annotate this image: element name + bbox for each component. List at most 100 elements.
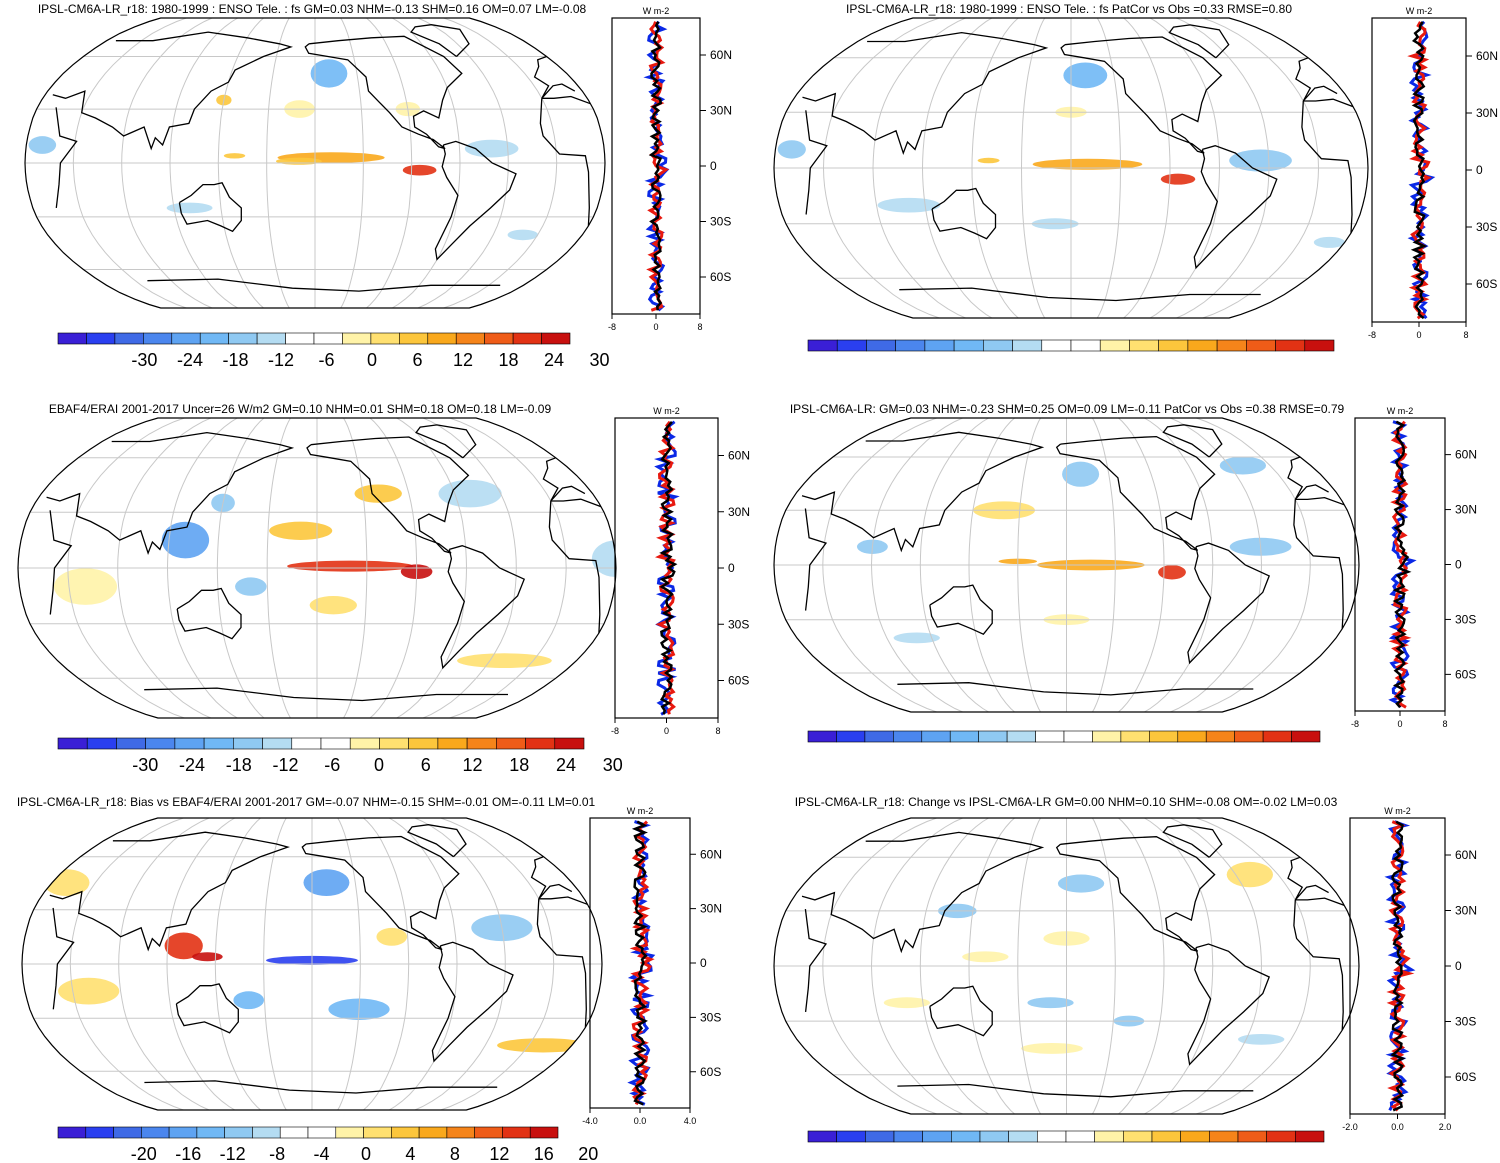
colorbar-swatch <box>1158 339 1189 352</box>
panel-title: IPSL-CM6A-LR_r18: 1980-1999 : ENSO Tele.… <box>38 2 587 16</box>
coastline <box>440 545 526 670</box>
colorbar-swatch <box>233 737 263 750</box>
colorbar-label: 12 <box>462 755 482 775</box>
anomaly-patch <box>287 560 414 572</box>
lat-tick-label: 0 <box>700 956 707 970</box>
lat-tick-label: 30S <box>710 215 731 229</box>
graticule-meridian <box>440 818 555 1110</box>
colorbar-swatch <box>1291 730 1321 743</box>
colorbar-swatch <box>529 1126 559 1139</box>
colorbar-swatch <box>1041 339 1072 352</box>
colorbar-swatch <box>174 737 205 750</box>
anomaly-patch <box>1229 149 1292 172</box>
graticule-meridian <box>263 818 287 1110</box>
colorbar-swatch <box>1012 339 1043 352</box>
graticule-meridian <box>1144 418 1214 712</box>
coastline <box>431 941 514 1063</box>
lat-tick-label: 30S <box>1476 220 1497 234</box>
lat-tick-label: 30S <box>728 617 749 631</box>
zonal-unit-label: W m-2 <box>627 806 654 816</box>
graticule-meridian <box>870 418 963 712</box>
graticule-meridian <box>217 18 264 308</box>
map-border <box>773 817 1360 1115</box>
anomaly-patch <box>1226 861 1274 888</box>
coastline <box>1055 435 1216 552</box>
colorbar-swatch <box>1216 339 1247 352</box>
colorbar-label: -30 <box>131 350 157 370</box>
colorbar-swatch <box>466 737 497 750</box>
ensemble-zonal-line <box>1410 21 1428 320</box>
coastline <box>301 835 460 951</box>
graticule-meridian <box>1020 18 1046 318</box>
graticule-meridian <box>166 818 236 1110</box>
anomaly-patch <box>235 577 267 596</box>
graticule-meridian <box>1091 418 1116 712</box>
colorbar-swatch <box>979 1130 1009 1143</box>
colorbar-swatch <box>1205 730 1235 743</box>
coastline <box>1187 542 1271 665</box>
map-panel-5 <box>773 817 1360 1115</box>
anomaly-patch <box>223 153 246 159</box>
coastline <box>899 287 1261 302</box>
anomaly-patch <box>883 997 931 1009</box>
anomaly-patch <box>497 1038 589 1053</box>
zonal-unit-label: W m-2 <box>643 6 670 16</box>
map-panel-1 <box>773 17 1369 319</box>
graticule-meridian <box>391 18 461 308</box>
zonal-x-tick-label: 0.0 <box>1391 1122 1404 1132</box>
zonal-unit-label: W m-2 <box>1387 406 1414 416</box>
graticule-meridian <box>343 418 368 718</box>
graticule-meridian <box>169 18 239 308</box>
graticule-meridian <box>72 18 187 308</box>
colorbar-label: 8 <box>450 1144 460 1163</box>
colorbar-swatch <box>836 730 866 743</box>
coastline <box>804 897 1345 1031</box>
colorbar-label: -18 <box>226 755 252 775</box>
colorbar-swatch <box>1037 1130 1067 1143</box>
colorbar-swatch <box>224 1126 253 1139</box>
zonal-mean-panel-0: 60N 30N 0 30S 60S -8 0 8 W m-2 <box>608 6 732 332</box>
anomaly-patch <box>1032 158 1143 170</box>
zonal-unit-label: W m-2 <box>1384 806 1411 816</box>
colorbar-swatch <box>951 1130 981 1143</box>
colorbar-swatch <box>437 737 468 750</box>
graticule-meridian <box>69 818 184 1110</box>
colorbar-swatch <box>145 737 176 750</box>
coastline <box>802 31 1338 156</box>
colorbar-label: 20 <box>578 1144 598 1163</box>
map-border <box>21 817 603 1111</box>
colorbar-label: 24 <box>556 755 576 775</box>
colorbar-swatch <box>1295 1130 1325 1143</box>
colorbar-swatch <box>983 339 1013 352</box>
colorbar-swatch <box>370 332 400 345</box>
colorbar-swatch <box>978 730 1008 743</box>
colorbar-swatch <box>921 730 951 743</box>
colorbar-swatch <box>554 737 585 750</box>
colorbar-swatch <box>807 730 837 743</box>
graticule-meridian <box>1176 18 1270 318</box>
colorbar-label: 0 <box>367 350 377 370</box>
zonal-x-tick-label: -4.0 <box>582 1116 598 1126</box>
colorbar-2: -30 -24 -18 -12 -6 0 6 12 18 24 30 <box>57 737 623 775</box>
graticule-meridian <box>388 818 458 1110</box>
colorbar-swatch <box>864 730 894 743</box>
ensemble-zonal-line <box>1392 420 1412 709</box>
colorbar-swatch <box>168 1126 198 1139</box>
zonal-x-tick-label: 4.0 <box>684 1116 697 1126</box>
graticule-meridian <box>968 418 1015 712</box>
colorbar-swatch <box>57 1126 87 1139</box>
coastline <box>407 824 467 858</box>
lat-tick-label: 60S <box>1455 667 1476 681</box>
graticule-meridian <box>414 818 506 1110</box>
graticule-meridian <box>216 418 265 718</box>
lat-tick-label: 60S <box>710 270 731 284</box>
zonal-x-tick-label: -8 <box>1368 330 1376 340</box>
colorbar-swatch <box>199 332 229 345</box>
colorbar-swatch <box>427 332 457 345</box>
colorbar-swatch <box>474 1126 503 1139</box>
anomaly-patch <box>977 157 1000 164</box>
coastline <box>434 140 517 261</box>
colorbar-label: 18 <box>499 350 519 370</box>
